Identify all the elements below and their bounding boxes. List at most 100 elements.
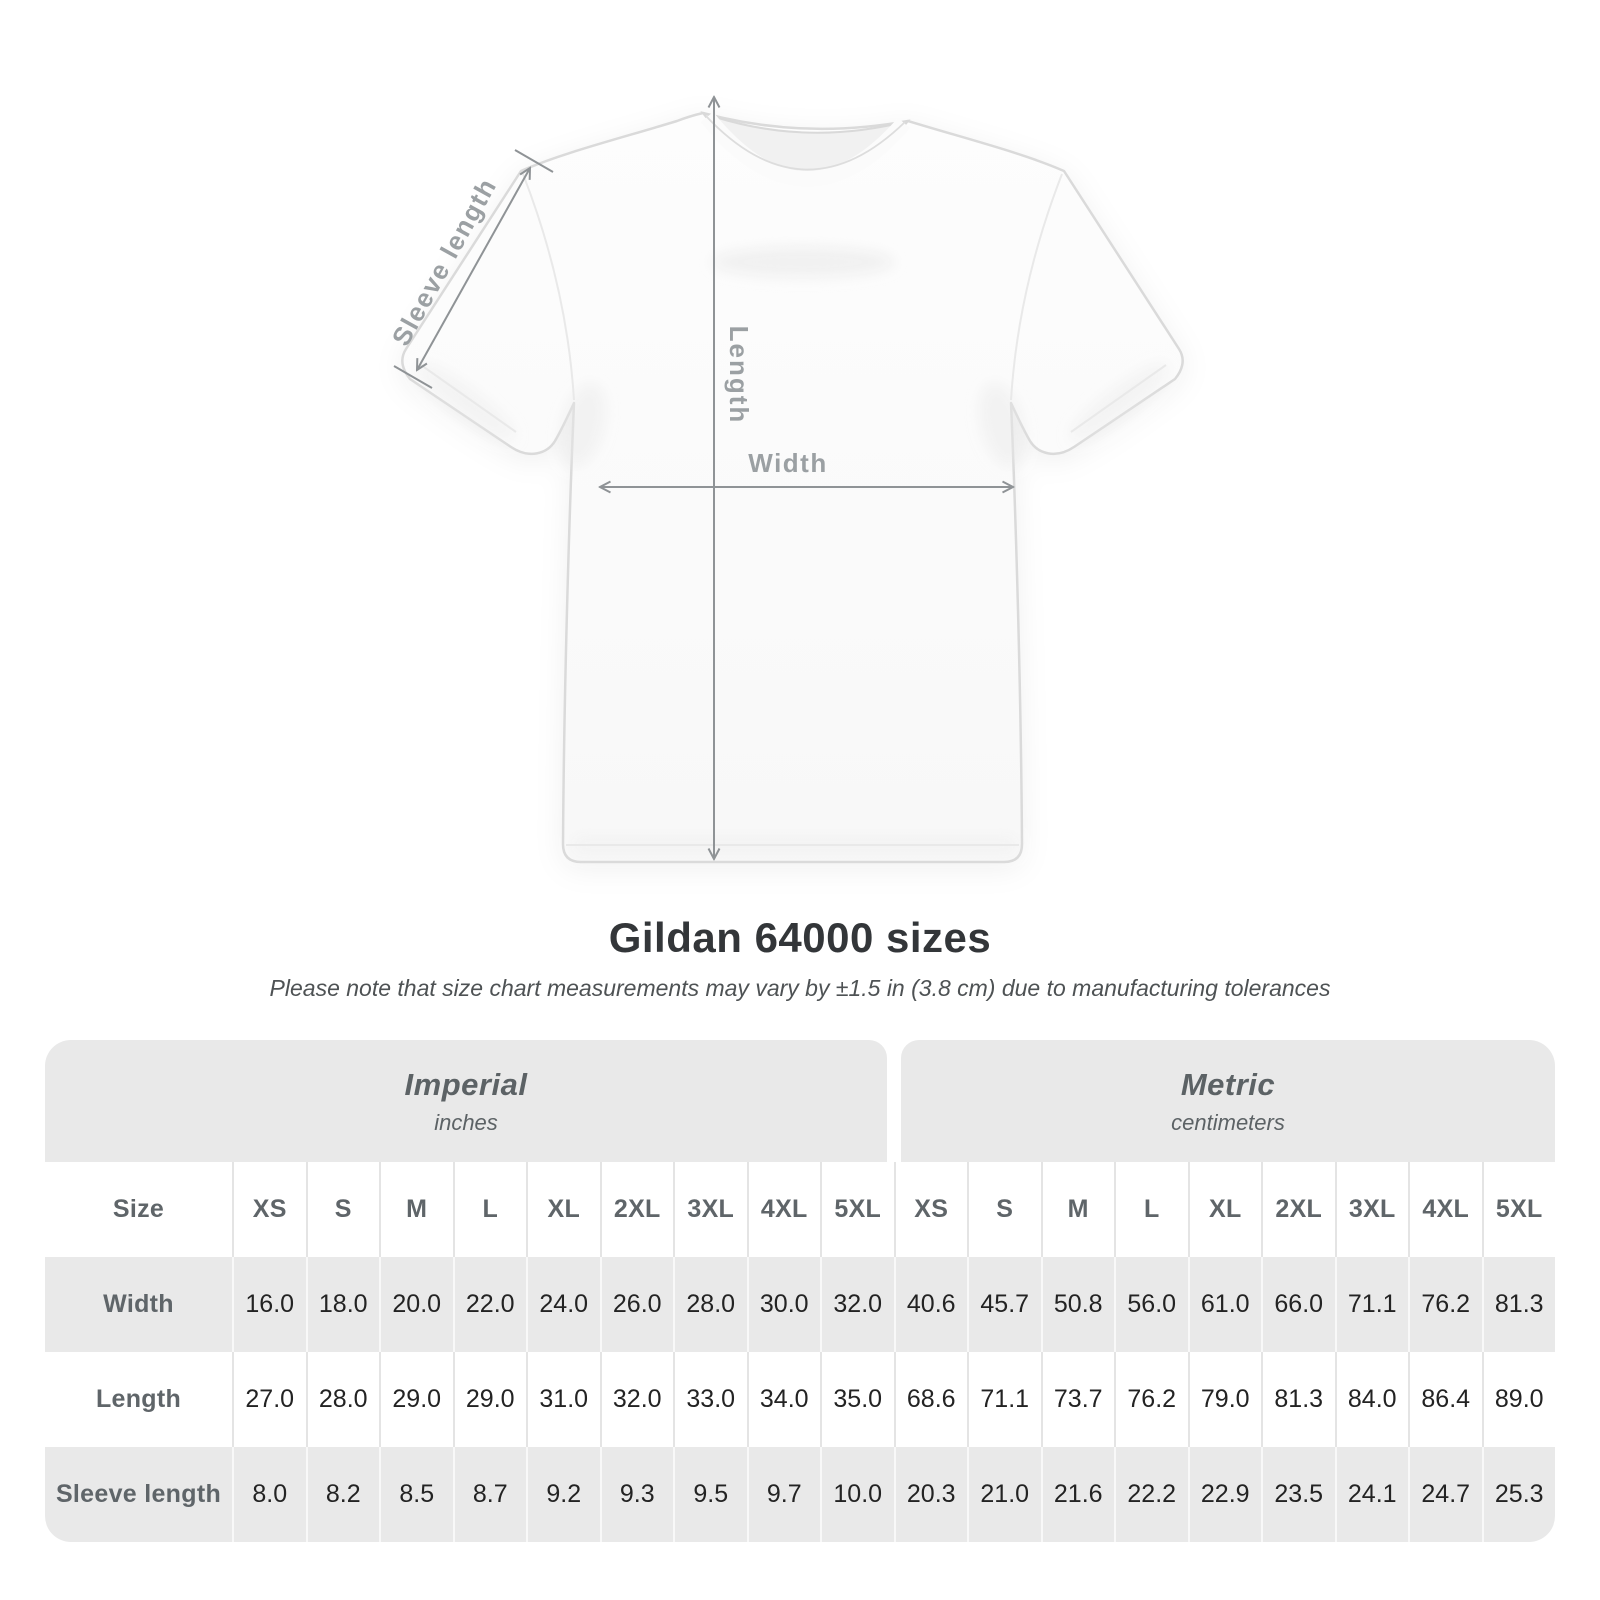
size-header-imperial: XL xyxy=(526,1162,600,1257)
value-cell: 24.7 xyxy=(1408,1447,1482,1542)
size-header-imperial: 5XL xyxy=(820,1162,894,1257)
value-cell: 28.0 xyxy=(305,1352,379,1447)
value-cell: 33.0 xyxy=(673,1352,747,1447)
size-header-row: Size XS S M L XL 2XL 3XL 4XL 5XL XS S M … xyxy=(45,1162,1555,1257)
value-cell: 8.7 xyxy=(452,1447,526,1542)
value-cell: 45.7 xyxy=(967,1257,1041,1352)
value-cell: 8.0 xyxy=(232,1447,306,1542)
row-label: Sleeve length xyxy=(45,1447,232,1542)
value-cell: 71.1 xyxy=(967,1352,1041,1447)
collar-band xyxy=(700,111,911,187)
value-cell: 56.0 xyxy=(1114,1257,1188,1352)
tshirt-diagram: Length Width Sleeve length xyxy=(386,0,1184,864)
size-header-metric: 4XL xyxy=(1408,1162,1482,1257)
value-cell: 61.0 xyxy=(1187,1257,1261,1352)
value-cell: 35.0 xyxy=(820,1352,894,1447)
unit-group-header-row: Imperial inches Metric centimeters xyxy=(45,1040,1555,1162)
value-cell: 9.7 xyxy=(746,1447,820,1542)
shirt-diagram-section: Length Width Sleeve length xyxy=(386,0,1184,864)
value-cell: 8.2 xyxy=(305,1447,379,1542)
value-cell: 22.0 xyxy=(452,1257,526,1352)
imperial-group-header: Imperial inches xyxy=(45,1040,887,1162)
heading-block: Gildan 64000 sizes Please note that size… xyxy=(0,914,1600,1002)
size-header-imperial: 3XL xyxy=(673,1162,747,1257)
value-cell: 25.3 xyxy=(1481,1447,1555,1542)
value-cell: 68.6 xyxy=(893,1352,967,1447)
sleeve-length-row: Sleeve length 8.0 8.2 8.5 8.7 9.2 9.3 9.… xyxy=(45,1447,1555,1542)
size-header-imperial: XS xyxy=(232,1162,306,1257)
value-cell: 21.6 xyxy=(1040,1447,1114,1542)
value-cell: 8.5 xyxy=(379,1447,453,1542)
size-header-imperial: 4XL xyxy=(746,1162,820,1257)
sleeve-arrow xyxy=(417,168,530,370)
value-cell: 73.7 xyxy=(1040,1352,1114,1447)
tshirt-seams xyxy=(420,173,1167,846)
value-cell: 27.0 xyxy=(232,1352,306,1447)
size-header-metric: 3XL xyxy=(1334,1162,1408,1257)
size-header-imperial: 2XL xyxy=(599,1162,673,1257)
value-cell: 50.8 xyxy=(1040,1257,1114,1352)
metric-group-unit: centimeters xyxy=(1171,1109,1285,1135)
value-cell: 22.9 xyxy=(1187,1447,1261,1542)
value-cell: 28.0 xyxy=(673,1257,747,1352)
size-header-imperial: L xyxy=(452,1162,526,1257)
value-cell: 22.2 xyxy=(1114,1447,1188,1542)
value-cell: 29.0 xyxy=(452,1352,526,1447)
sleeve-arrow-end-tick-top xyxy=(514,149,554,173)
value-cell: 86.4 xyxy=(1408,1352,1482,1447)
value-cell: 30.0 xyxy=(746,1257,820,1352)
value-cell: 89.0 xyxy=(1481,1352,1555,1447)
size-header-metric: XL xyxy=(1187,1162,1261,1257)
size-header-metric: M xyxy=(1040,1162,1114,1257)
value-cell: 9.2 xyxy=(526,1447,600,1542)
value-cell: 34.0 xyxy=(746,1352,820,1447)
imperial-group-unit: inches xyxy=(434,1109,498,1135)
value-cell: 81.3 xyxy=(1261,1352,1335,1447)
imperial-group-title: Imperial xyxy=(404,1066,528,1102)
row-label: Width xyxy=(45,1257,232,1352)
width-row: Width 16.0 18.0 20.0 22.0 24.0 26.0 28.0… xyxy=(45,1257,1555,1352)
value-cell: 23.5 xyxy=(1261,1447,1335,1542)
value-cell: 26.0 xyxy=(599,1257,673,1352)
value-cell: 24.1 xyxy=(1334,1447,1408,1542)
value-cell: 40.6 xyxy=(893,1257,967,1352)
page-title: Gildan 64000 sizes xyxy=(608,914,992,961)
value-cell: 24.0 xyxy=(526,1257,600,1352)
value-cell: 21.0 xyxy=(967,1447,1041,1542)
size-table: Size XS S M L XL 2XL 3XL 4XL 5XL XS S M … xyxy=(45,1162,1555,1542)
metric-group-header: Metric centimeters xyxy=(901,1040,1555,1162)
value-cell: 76.2 xyxy=(1408,1257,1482,1352)
size-header-metric: XS xyxy=(893,1162,967,1257)
sleeve-arrow-end-tick-bottom xyxy=(393,365,433,389)
value-cell: 29.0 xyxy=(379,1352,453,1447)
value-cell: 20.3 xyxy=(893,1447,967,1542)
value-cell: 18.0 xyxy=(305,1257,379,1352)
value-cell: 9.3 xyxy=(599,1447,673,1542)
value-cell: 32.0 xyxy=(820,1257,894,1352)
size-chart: Imperial inches Metric centimeters Size … xyxy=(45,1040,1555,1542)
size-header-metric: S xyxy=(967,1162,1041,1257)
size-header-metric: 2XL xyxy=(1261,1162,1335,1257)
size-column-header: Size xyxy=(45,1162,232,1257)
collar-band-seam xyxy=(705,115,906,171)
tolerance-note: Please note that size chart measurements… xyxy=(269,975,1331,1001)
length-label: Length xyxy=(724,326,754,425)
value-cell: 16.0 xyxy=(232,1257,306,1352)
value-cell: 32.0 xyxy=(599,1352,673,1447)
metric-group-title: Metric xyxy=(1180,1066,1276,1102)
value-cell: 84.0 xyxy=(1334,1352,1408,1447)
row-label: Length xyxy=(45,1352,232,1447)
size-header-metric: L xyxy=(1114,1162,1188,1257)
value-cell: 31.0 xyxy=(526,1352,600,1447)
size-header-imperial: S xyxy=(305,1162,379,1257)
size-header-metric: 5XL xyxy=(1481,1162,1555,1257)
length-row: Length 27.0 28.0 29.0 29.0 31.0 32.0 33.… xyxy=(45,1352,1555,1447)
size-header-imperial: M xyxy=(379,1162,453,1257)
width-label: Width xyxy=(748,448,827,478)
value-cell: 9.5 xyxy=(673,1447,747,1542)
value-cell: 20.0 xyxy=(379,1257,453,1352)
value-cell: 71.1 xyxy=(1334,1257,1408,1352)
value-cell: 10.0 xyxy=(820,1447,894,1542)
value-cell: 79.0 xyxy=(1187,1352,1261,1447)
value-cell: 66.0 xyxy=(1261,1257,1335,1352)
